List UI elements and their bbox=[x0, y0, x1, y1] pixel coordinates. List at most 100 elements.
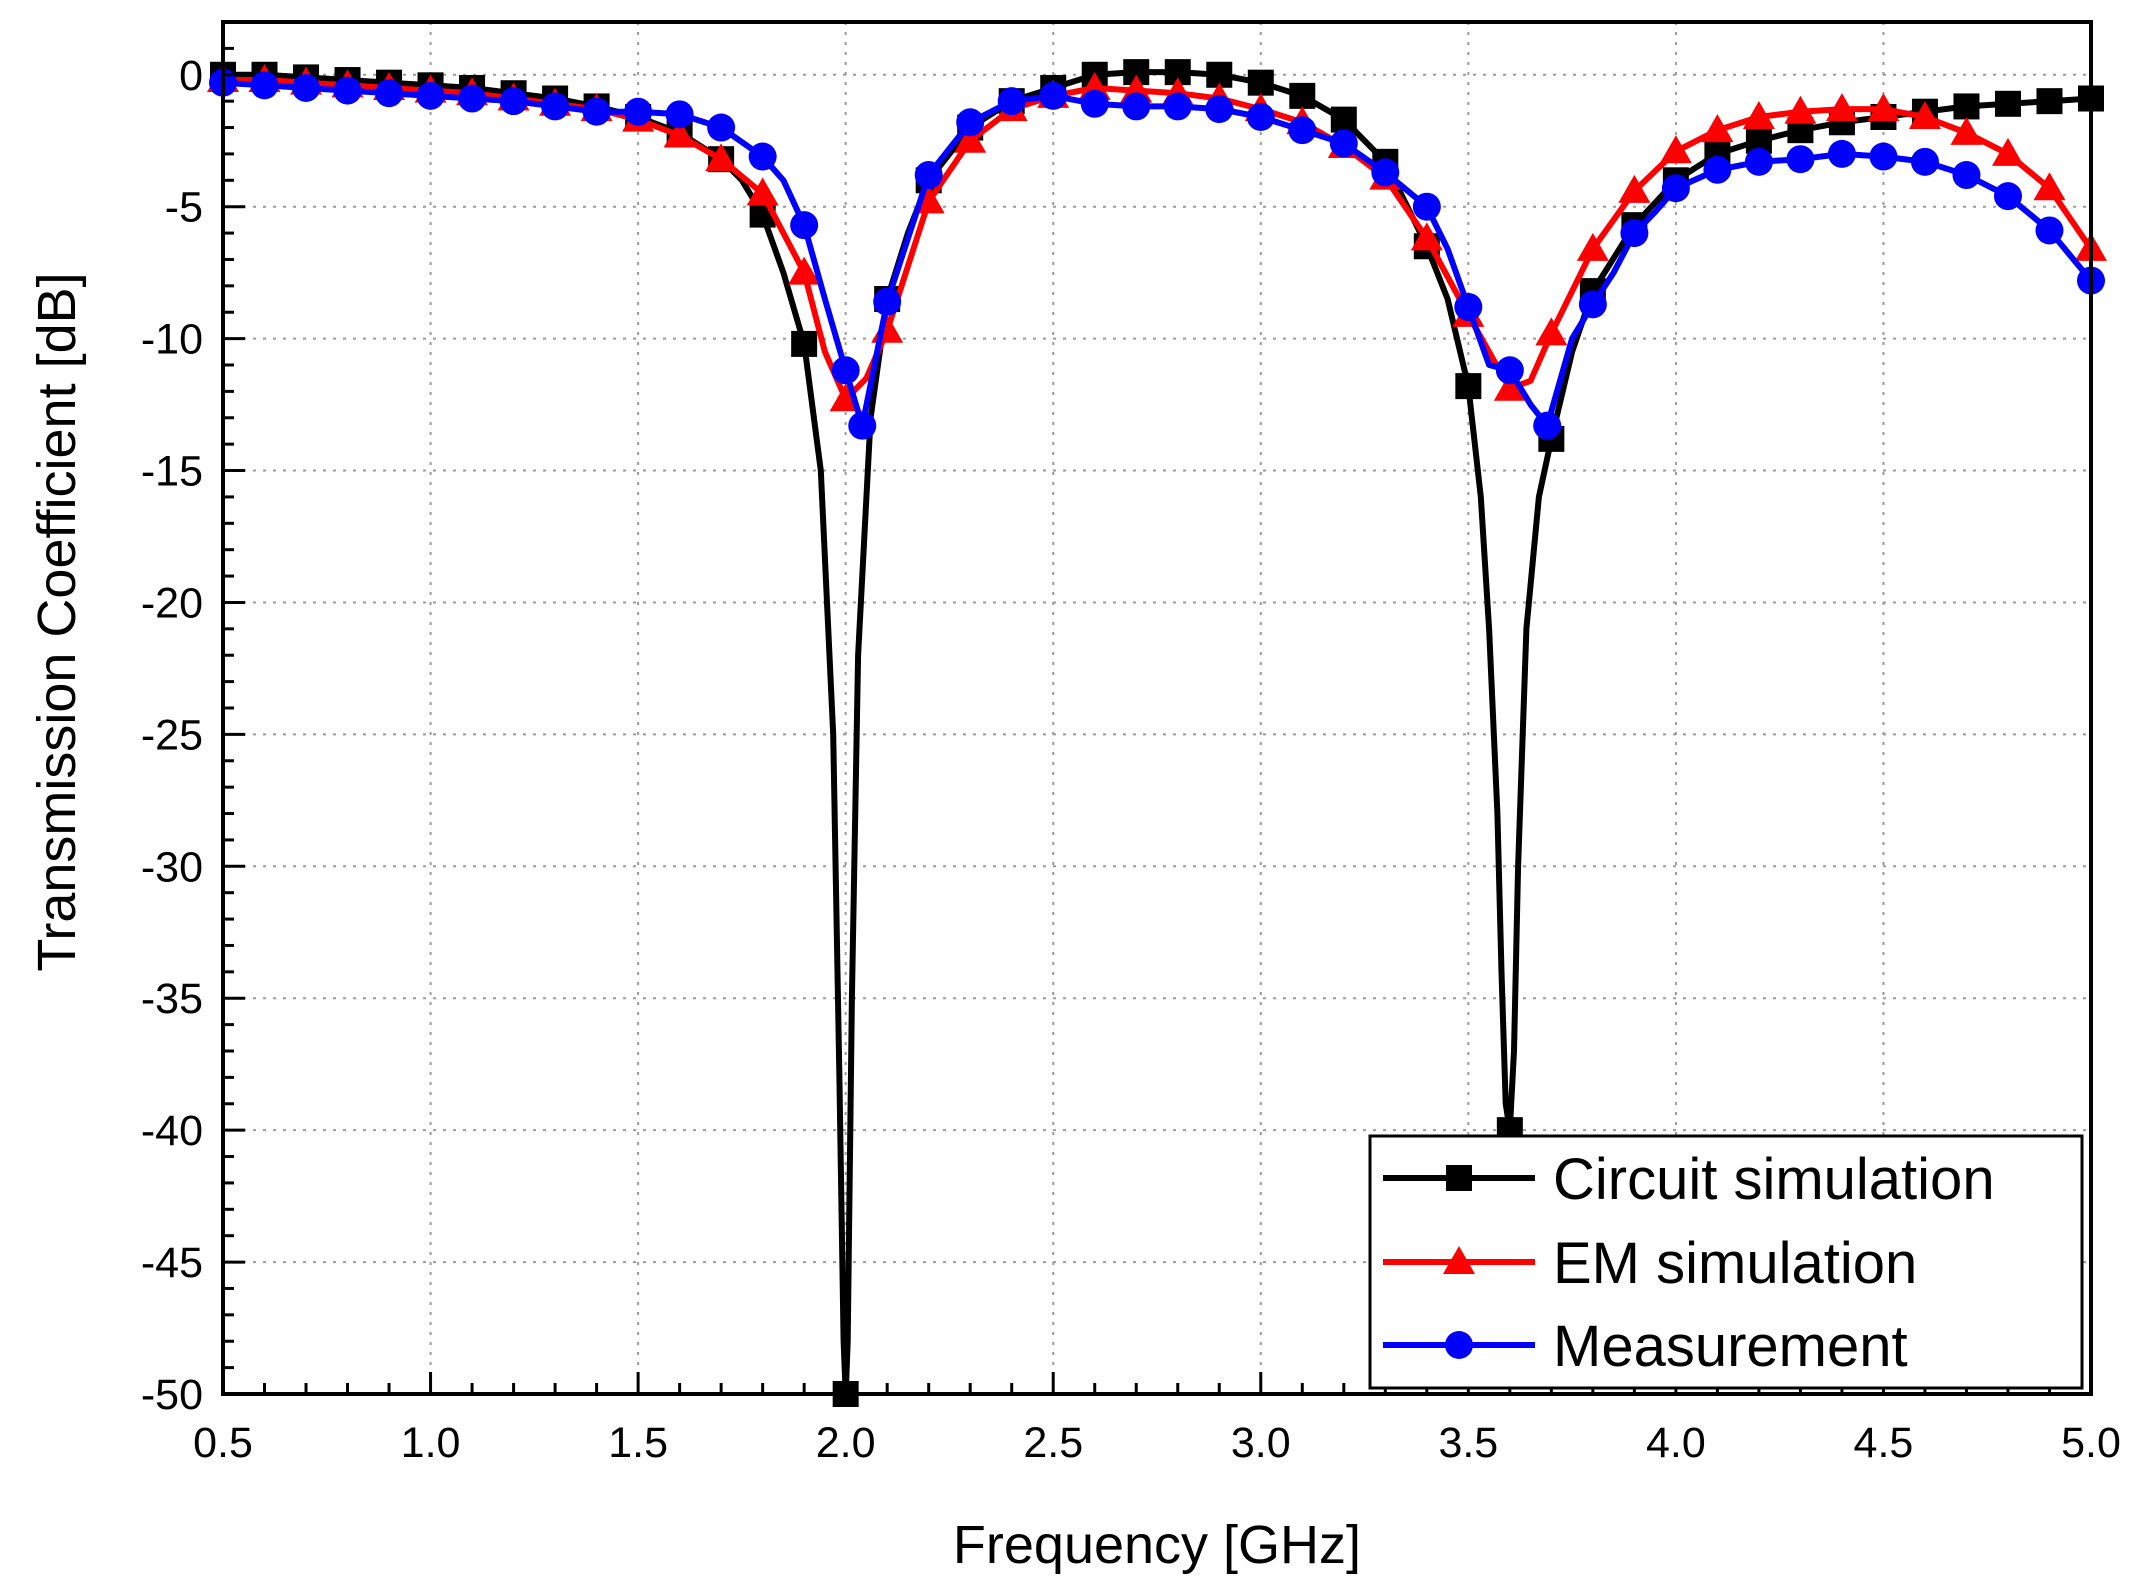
data-point-circle bbox=[790, 211, 819, 240]
y-tick-label: -45 bbox=[141, 1239, 203, 1287]
series-layer bbox=[207, 59, 2107, 1407]
data-point-triangle bbox=[788, 256, 821, 285]
data-point-circle bbox=[1661, 174, 1690, 203]
data-point-circle bbox=[1869, 142, 1898, 171]
data-point-triangle bbox=[1825, 93, 1858, 122]
data-point-triangle bbox=[1576, 232, 1609, 261]
data-point-square bbox=[791, 330, 818, 357]
x-tick-label: 3.5 bbox=[1438, 1419, 1498, 1467]
x-tick-label: 0.5 bbox=[193, 1419, 253, 1467]
x-tick-label: 1.5 bbox=[608, 1419, 668, 1467]
x-tick-label: 1.0 bbox=[401, 1419, 461, 1467]
x-tick-label: 3.0 bbox=[1231, 1419, 1291, 1467]
data-point-triangle bbox=[1867, 93, 1900, 122]
legend-item-circuit: Circuit simulation bbox=[1383, 1147, 1995, 1212]
data-point-circle bbox=[1495, 356, 1524, 385]
data-point-circle bbox=[1371, 158, 1400, 187]
data-point-triangle bbox=[1535, 317, 1568, 346]
data-point-triangle bbox=[1659, 135, 1692, 164]
data-point-circle bbox=[624, 97, 653, 126]
data-point-circle bbox=[1288, 116, 1317, 145]
y-tick-label: -25 bbox=[141, 711, 203, 759]
legend-triangle-marker bbox=[1443, 1246, 1475, 1274]
data-point-square bbox=[2036, 88, 2063, 115]
y-tick-label: -15 bbox=[141, 448, 203, 496]
data-point-square bbox=[1330, 106, 1357, 133]
y-tick-labels: 0 -5 -10 -15 -20 -25 -30 -35 -40 -45 -50 bbox=[141, 52, 203, 1419]
data-point-triangle bbox=[1742, 100, 1775, 129]
y-axis-title: Transmission Coefficient [dB] bbox=[27, 272, 87, 971]
data-point-triangle bbox=[1950, 116, 1983, 145]
data-point-circle bbox=[1454, 292, 1483, 321]
y-tick-label: -30 bbox=[141, 843, 203, 891]
y-tick-label: 0 bbox=[179, 52, 203, 100]
legend-square-marker bbox=[1446, 1165, 1472, 1191]
x-axis-title: Frequency [GHz] bbox=[953, 1515, 1361, 1575]
legend-item-measurement: Measurement bbox=[1383, 1314, 1908, 1379]
data-point-circle bbox=[997, 87, 1026, 116]
data-point-circle bbox=[250, 71, 279, 100]
data-point-circle bbox=[1578, 290, 1607, 319]
data-point-triangle bbox=[1784, 95, 1817, 124]
x-tick-label: 5.0 bbox=[2061, 1419, 2121, 1467]
data-point-circle bbox=[333, 76, 362, 105]
data-point-circle bbox=[1952, 161, 1981, 190]
data-point-square bbox=[1455, 373, 1482, 400]
data-point-triangle bbox=[2033, 172, 2066, 201]
data-point-triangle bbox=[1908, 100, 1941, 129]
y-tick-label: -40 bbox=[141, 1107, 203, 1155]
data-point-square bbox=[1953, 93, 1980, 120]
data-point-circle bbox=[1910, 147, 1939, 176]
data-point-circle bbox=[2035, 216, 2064, 245]
grid bbox=[223, 22, 2091, 1394]
data-point-square bbox=[1247, 69, 1274, 96]
data-point-circle bbox=[848, 411, 877, 440]
data-point-circle bbox=[1620, 219, 1649, 248]
data-point-triangle bbox=[1493, 372, 1526, 401]
data-point-triangle bbox=[1701, 114, 1734, 143]
x-tick-label: 2.5 bbox=[1023, 1419, 1083, 1467]
data-point-circle bbox=[748, 142, 777, 171]
data-point-circle bbox=[1163, 92, 1192, 121]
data-point-circle bbox=[1080, 89, 1109, 118]
data-point-circle bbox=[1412, 192, 1441, 221]
data-point-circle bbox=[1786, 145, 1815, 174]
data-point-circle bbox=[1246, 102, 1275, 131]
y-tick-label: -10 bbox=[141, 316, 203, 364]
data-point-circle bbox=[292, 73, 321, 102]
data-point-triangle bbox=[1991, 137, 2024, 166]
data-point-circle bbox=[1827, 139, 1856, 168]
data-point-circle bbox=[956, 108, 985, 137]
legend: Circuit simulation EM simulation Measure… bbox=[1368, 1134, 2084, 1390]
legend-label: Measurement bbox=[1553, 1314, 1908, 1379]
data-point-circle bbox=[831, 356, 860, 385]
legend-item-em: EM simulation bbox=[1383, 1231, 1917, 1296]
data-point-triangle bbox=[663, 119, 696, 148]
data-point-triangle bbox=[746, 177, 779, 206]
data-point-circle bbox=[375, 79, 404, 108]
legend-label: EM simulation bbox=[1553, 1231, 1917, 1296]
y-tick-label: -20 bbox=[141, 579, 203, 627]
data-point-circle bbox=[707, 113, 736, 142]
data-point-triangle bbox=[1618, 174, 1651, 203]
data-point-circle bbox=[1744, 147, 1773, 176]
y-tick-label: -50 bbox=[141, 1371, 203, 1419]
data-point-square bbox=[1289, 82, 1316, 109]
data-point-triangle bbox=[954, 124, 987, 153]
data-point-circle bbox=[499, 87, 528, 116]
data-point-circle bbox=[665, 100, 694, 129]
y-tick-label: -35 bbox=[141, 975, 203, 1023]
data-point-circle bbox=[416, 81, 445, 110]
data-point-circle bbox=[1039, 81, 1068, 110]
data-point-circle bbox=[1329, 129, 1358, 158]
data-point-circle bbox=[1533, 411, 1562, 440]
x-tick-label: 4.0 bbox=[1646, 1419, 1706, 1467]
data-point-circle bbox=[541, 92, 570, 121]
x-tick-label: 2.0 bbox=[816, 1419, 876, 1467]
data-point-circle bbox=[582, 97, 611, 126]
data-point-circle bbox=[458, 84, 487, 113]
x-tick-labels: 0.5 1.0 1.5 2.0 2.5 3.0 3.5 4.0 4.5 5.0 bbox=[193, 1419, 2121, 1467]
series-measurement bbox=[209, 68, 2105, 440]
legend-circle-marker bbox=[1445, 1331, 1473, 1359]
